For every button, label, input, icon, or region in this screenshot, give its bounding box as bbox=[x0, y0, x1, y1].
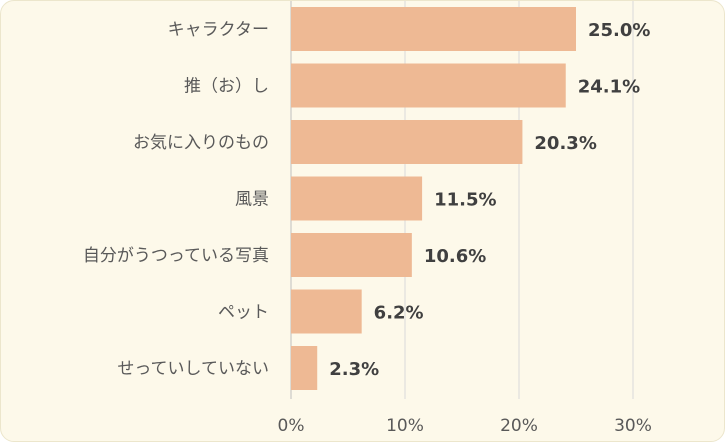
category-label-3: 風景 bbox=[235, 190, 269, 210]
value-label-2: 20.3% bbox=[534, 133, 596, 154]
bar-2 bbox=[291, 120, 523, 164]
category-label-6: せっていしていない bbox=[117, 359, 269, 379]
category-label-4: 自分がうつっている写真 bbox=[83, 246, 269, 266]
value-label-3: 11.5% bbox=[434, 190, 496, 211]
x-tick-label-3: 30% bbox=[614, 416, 652, 436]
category-label-0: キャラクター bbox=[168, 20, 269, 40]
value-label-4: 10.6% bbox=[424, 246, 486, 267]
x-tick-label-1: 10% bbox=[386, 416, 424, 436]
value-label-1: 24.1% bbox=[578, 77, 640, 98]
category-label-2: お気に入りのもの bbox=[133, 133, 269, 153]
x-tick-label-2: 20% bbox=[500, 416, 538, 436]
category-label-5: ペット bbox=[218, 303, 269, 323]
value-label-5: 6.2% bbox=[374, 303, 424, 324]
bar-5 bbox=[291, 289, 362, 334]
bar-4 bbox=[291, 233, 412, 277]
value-label-0: 25.0% bbox=[588, 20, 650, 41]
bar-6 bbox=[291, 346, 318, 390]
bar-3 bbox=[291, 176, 423, 221]
x-tick-label-0: 0% bbox=[278, 416, 305, 436]
bar-0 bbox=[291, 7, 576, 51]
bar-1 bbox=[291, 63, 566, 108]
value-label-6: 2.3% bbox=[329, 359, 379, 380]
category-label-1: 推（お）し bbox=[184, 77, 269, 97]
